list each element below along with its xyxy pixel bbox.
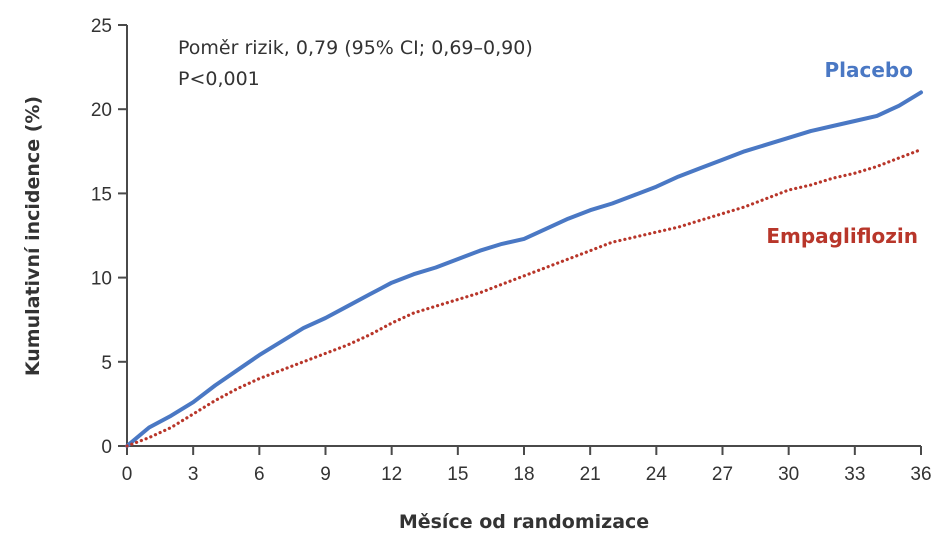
x-tick-label: 27 bbox=[712, 464, 733, 485]
x-axis-title: Měsíce od randomizace bbox=[399, 511, 649, 533]
x-tick-label: 9 bbox=[320, 464, 331, 485]
empagliflozin-series-label: Empagliflozin bbox=[766, 224, 918, 248]
x-tick-label: 36 bbox=[910, 464, 931, 485]
x-tick-label: 30 bbox=[778, 464, 799, 485]
x-tick-label: 3 bbox=[188, 464, 199, 485]
x-tick-label: 33 bbox=[844, 464, 865, 485]
y-tick-label: 25 bbox=[91, 16, 112, 37]
y-tick-label: 10 bbox=[91, 269, 112, 290]
y-tick-label: 0 bbox=[101, 437, 112, 458]
x-tick-label: 15 bbox=[447, 464, 468, 485]
placebo-series-label: Placebo bbox=[825, 58, 914, 82]
x-tick-label: 0 bbox=[122, 464, 133, 485]
hazard-ratio-annotation: Poměr rizik, 0,79 (95% CI; 0,69–0,90) bbox=[178, 37, 533, 59]
x-tick-label: 18 bbox=[513, 464, 534, 485]
x-tick-label: 6 bbox=[254, 464, 265, 485]
y-axis-title: Kumulativní incidence (%) bbox=[22, 96, 44, 376]
empagliflozin-series-line bbox=[125, 148, 923, 448]
y-ticks: 0 5 10 15 20 25 bbox=[91, 16, 127, 458]
placebo-series-line bbox=[125, 90, 923, 448]
series-layer bbox=[125, 90, 923, 448]
x-tick-label: 12 bbox=[381, 464, 402, 485]
y-tick-label: 5 bbox=[101, 353, 112, 374]
x-ticks: 0 3 6 9 12 15 18 21 24 27 30 33 36 bbox=[122, 446, 932, 485]
x-tick-label: 24 bbox=[646, 464, 668, 485]
y-tick-label: 15 bbox=[91, 184, 112, 205]
x-tick-label: 21 bbox=[580, 464, 601, 485]
y-tick-label: 20 bbox=[91, 100, 112, 121]
p-value-annotation: P<0,001 bbox=[178, 68, 260, 90]
